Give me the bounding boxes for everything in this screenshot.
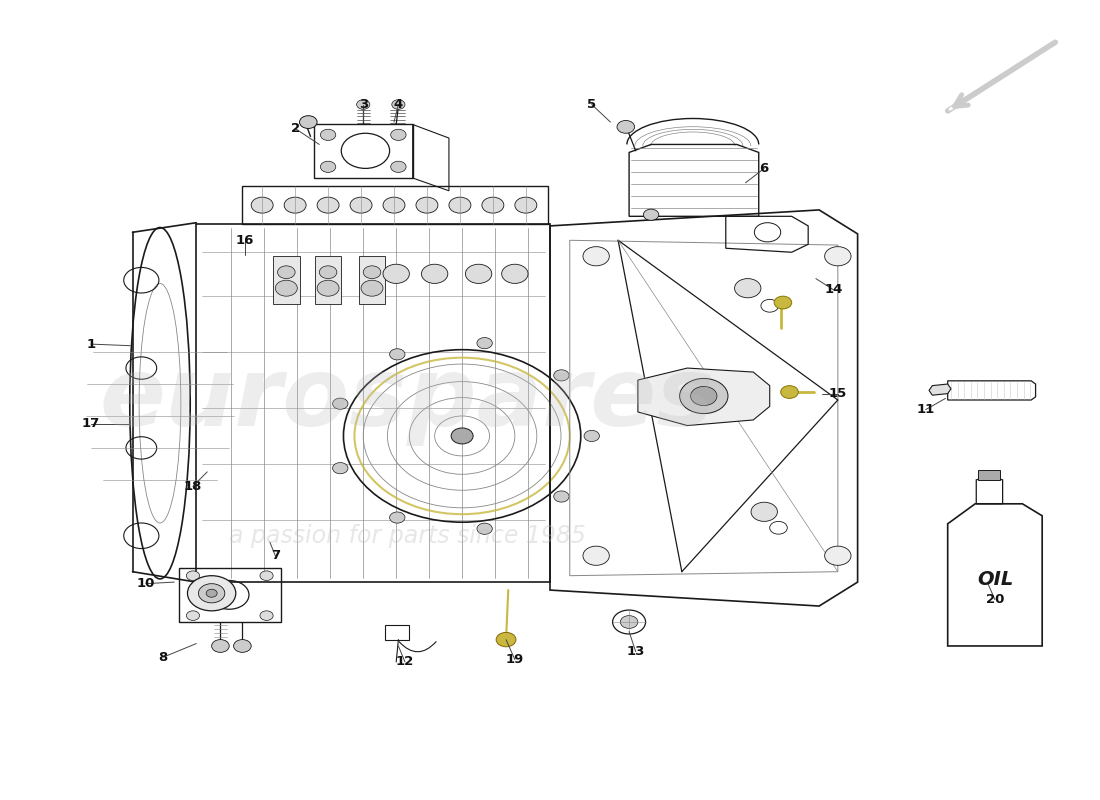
Text: 20: 20 <box>986 593 1004 606</box>
Circle shape <box>751 502 778 522</box>
Circle shape <box>260 611 273 621</box>
Circle shape <box>825 246 851 266</box>
Text: 3: 3 <box>359 98 367 111</box>
Circle shape <box>496 632 516 646</box>
Circle shape <box>260 571 273 581</box>
Circle shape <box>299 116 317 129</box>
Circle shape <box>477 523 493 534</box>
Text: 10: 10 <box>136 577 155 590</box>
Circle shape <box>363 266 381 278</box>
Circle shape <box>390 162 406 172</box>
Circle shape <box>187 576 235 611</box>
Circle shape <box>198 584 224 603</box>
Text: eurospares: eurospares <box>100 354 715 446</box>
Circle shape <box>421 264 448 283</box>
Circle shape <box>620 616 638 629</box>
Circle shape <box>553 370 569 381</box>
Circle shape <box>644 209 659 220</box>
Text: 7: 7 <box>271 550 279 562</box>
Circle shape <box>320 130 336 141</box>
Polygon shape <box>315 256 341 304</box>
Circle shape <box>332 462 348 474</box>
Circle shape <box>691 386 717 406</box>
Circle shape <box>482 197 504 213</box>
Text: 5: 5 <box>587 98 596 111</box>
Circle shape <box>356 100 370 110</box>
Circle shape <box>233 639 251 652</box>
Text: 1: 1 <box>86 338 96 350</box>
Circle shape <box>317 280 339 296</box>
Circle shape <box>515 197 537 213</box>
Circle shape <box>584 430 600 442</box>
Circle shape <box>211 639 229 652</box>
Circle shape <box>284 197 306 213</box>
Circle shape <box>383 264 409 283</box>
Text: a passion for parts since 1985: a passion for parts since 1985 <box>229 524 585 548</box>
Polygon shape <box>979 470 1000 480</box>
Circle shape <box>735 278 761 298</box>
Circle shape <box>361 280 383 296</box>
Circle shape <box>383 197 405 213</box>
Text: 6: 6 <box>760 162 769 175</box>
Text: 11: 11 <box>916 403 935 416</box>
Circle shape <box>465 264 492 283</box>
Text: 13: 13 <box>627 645 645 658</box>
Circle shape <box>502 264 528 283</box>
Text: 18: 18 <box>184 480 202 493</box>
Text: 19: 19 <box>506 653 524 666</box>
Circle shape <box>350 197 372 213</box>
Text: 14: 14 <box>824 283 843 296</box>
Circle shape <box>553 491 569 502</box>
Circle shape <box>389 349 405 360</box>
Circle shape <box>390 130 406 141</box>
Circle shape <box>617 121 635 134</box>
Circle shape <box>451 428 473 444</box>
Circle shape <box>449 197 471 213</box>
Text: 17: 17 <box>81 418 100 430</box>
Polygon shape <box>930 384 952 395</box>
Polygon shape <box>359 256 385 304</box>
Circle shape <box>389 512 405 523</box>
Circle shape <box>825 546 851 566</box>
Text: 15: 15 <box>828 387 847 400</box>
Circle shape <box>774 296 792 309</box>
Circle shape <box>583 246 609 266</box>
Circle shape <box>583 546 609 566</box>
Text: 2: 2 <box>290 122 299 135</box>
Circle shape <box>416 197 438 213</box>
Circle shape <box>186 571 199 581</box>
Circle shape <box>275 280 297 296</box>
Circle shape <box>186 611 199 621</box>
Circle shape <box>251 197 273 213</box>
Circle shape <box>392 100 405 110</box>
Circle shape <box>206 590 217 598</box>
Text: OIL: OIL <box>977 570 1013 589</box>
Text: 8: 8 <box>158 650 168 664</box>
Circle shape <box>477 338 493 349</box>
Text: 12: 12 <box>396 655 414 669</box>
Text: 4: 4 <box>394 98 403 111</box>
Circle shape <box>317 197 339 213</box>
Circle shape <box>332 398 348 410</box>
Polygon shape <box>638 368 770 426</box>
Circle shape <box>781 386 799 398</box>
Circle shape <box>680 378 728 414</box>
Text: 16: 16 <box>235 234 254 246</box>
Polygon shape <box>273 256 299 304</box>
Circle shape <box>277 266 295 278</box>
Circle shape <box>319 266 337 278</box>
Circle shape <box>320 162 336 172</box>
